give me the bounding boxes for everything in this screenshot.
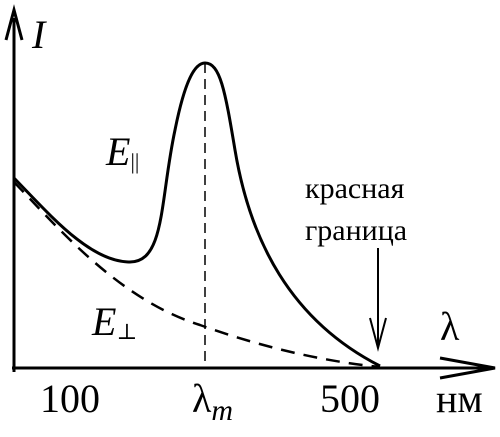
label-part: λ	[192, 376, 212, 421]
annotation: красная	[305, 172, 405, 205]
label-part: E	[91, 299, 116, 344]
curve-parallel	[12, 61, 381, 368]
unit-label: нм	[436, 376, 483, 421]
curve-perpendicular	[13, 181, 381, 369]
x-axis-arrow	[439, 356, 496, 380]
annotation: граница	[305, 214, 407, 247]
label-part: E	[105, 129, 130, 174]
label-part: ⊥	[116, 319, 137, 344]
label-part: ||	[130, 149, 139, 174]
curve-label: E⊥	[91, 299, 137, 344]
tick-label: λm	[192, 376, 233, 427]
tick-label: 100	[40, 376, 100, 421]
x-label: λ	[440, 304, 460, 349]
curve-label: E||	[105, 129, 139, 174]
label-part: m	[211, 394, 233, 427]
tick-label: 500	[320, 376, 380, 421]
y-axis-arrow	[4, 4, 24, 41]
annotation-arrowhead	[369, 317, 387, 352]
y-label: I	[31, 12, 47, 57]
